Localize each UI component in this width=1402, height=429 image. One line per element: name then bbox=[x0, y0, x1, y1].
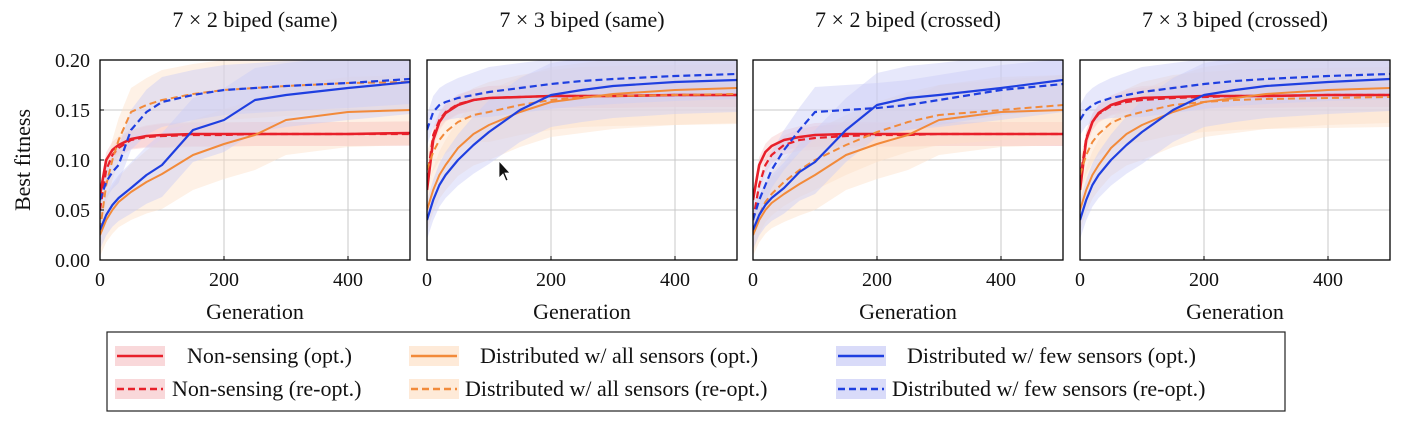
x-tick-label: 200 bbox=[209, 269, 239, 291]
legend-label: Distributed w/ few sensors (re-opt.) bbox=[892, 376, 1205, 401]
panel-title: 7 × 3 biped (same) bbox=[499, 7, 664, 32]
x-axis-label: Generation bbox=[206, 299, 304, 324]
legend: Non-sensing (opt.) Distributed w/ all sen… bbox=[107, 332, 1285, 411]
x-tick-label: 0 bbox=[95, 269, 105, 291]
y-tick-label: 0.20 bbox=[55, 50, 90, 72]
panel-title: 7 × 2 biped (same) bbox=[172, 7, 337, 32]
legend-label: Distributed w/ all sensors (re-opt.) bbox=[465, 376, 767, 401]
legend-label: Distributed w/ few sensors (opt.) bbox=[907, 343, 1196, 368]
legend-entry: Non-sensing (opt.) bbox=[115, 343, 352, 368]
x-axis-label: Generation bbox=[859, 299, 957, 324]
y-tick-label: 0.00 bbox=[55, 250, 90, 272]
x-tick-label: 400 bbox=[660, 269, 690, 291]
legend-entry: Distributed w/ few sensors (re-opt.) bbox=[836, 376, 1205, 401]
x-tick-label: 0 bbox=[748, 269, 758, 291]
x-tick-label: 400 bbox=[1313, 269, 1343, 291]
x-tick-label: 200 bbox=[862, 269, 892, 291]
legend-label: Non-sensing (opt.) bbox=[187, 343, 352, 368]
y-tick-label: 0.15 bbox=[55, 100, 90, 122]
legend-label: Non-sensing (re-opt.) bbox=[172, 376, 361, 401]
x-tick-label: 0 bbox=[1075, 269, 1085, 291]
x-tick-label: 0 bbox=[422, 269, 432, 291]
panel-4: 7 × 3 biped (crossed) 0 200 400 Generation bbox=[1075, 7, 1390, 324]
panel-title: 7 × 3 biped (crossed) bbox=[1142, 7, 1328, 32]
y-tick-label: 0.10 bbox=[55, 150, 90, 172]
panel-1: 7 × 2 biped (same) 0 200 400 0.00 0.05 0.10 0.1… bbox=[55, 7, 410, 324]
x-tick-label: 400 bbox=[986, 269, 1016, 291]
legend-entry: Non-sensing (re-opt.) bbox=[115, 376, 361, 401]
panel-3: 7 × 2 biped (crossed) 0 200 400 Generation bbox=[748, 7, 1063, 324]
x-axis-label: Generation bbox=[1186, 299, 1284, 324]
x-tick-label: 400 bbox=[333, 269, 363, 291]
bands bbox=[753, 50, 1063, 256]
x-tick-label: 200 bbox=[536, 269, 566, 291]
panels: 7 × 2 biped (same) 0 200 400 0.00 0.05 0.10 0.1… bbox=[55, 7, 1390, 324]
panel-2: 7 × 3 biped (same) 0 200 400 Generation bbox=[422, 7, 737, 324]
x-axis-label: Generation bbox=[533, 299, 631, 324]
mouse-cursor-icon bbox=[499, 161, 510, 181]
x-tick-label: 200 bbox=[1189, 269, 1219, 291]
y-tick-label: 0.05 bbox=[55, 200, 90, 222]
y-axis-label: Best fitness bbox=[10, 109, 35, 211]
legend-label: Distributed w/ all sensors (opt.) bbox=[480, 343, 758, 368]
panel-title: 7 × 2 biped (crossed) bbox=[815, 7, 1001, 32]
